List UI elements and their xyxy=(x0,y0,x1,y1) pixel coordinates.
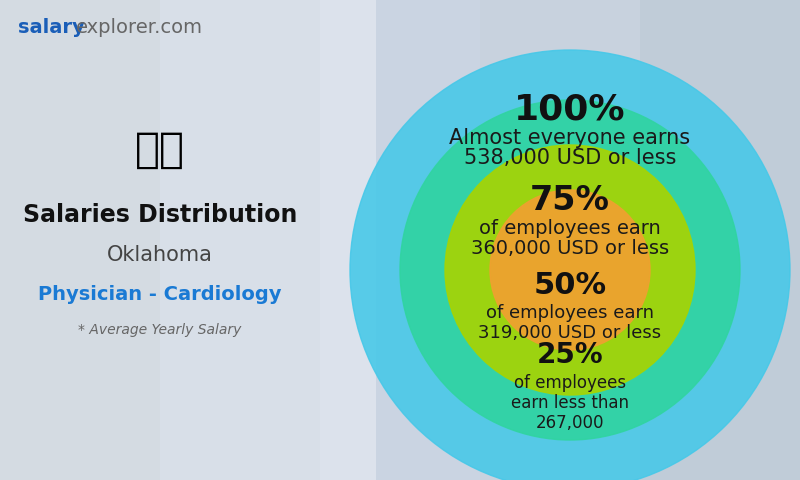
Text: explorer.com: explorer.com xyxy=(76,18,203,37)
Text: of employees: of employees xyxy=(514,374,626,392)
Bar xyxy=(640,0,800,480)
Text: of employees earn: of employees earn xyxy=(486,304,654,322)
Bar xyxy=(0,0,376,480)
Text: Oklahoma: Oklahoma xyxy=(107,245,213,265)
Text: 100%: 100% xyxy=(514,93,626,127)
Text: of employees earn: of employees earn xyxy=(479,218,661,238)
Circle shape xyxy=(445,145,695,395)
Bar xyxy=(0,0,160,480)
Text: 319,000 USD or less: 319,000 USD or less xyxy=(478,324,662,342)
Text: 25%: 25% xyxy=(537,341,603,369)
Bar xyxy=(160,0,320,480)
Circle shape xyxy=(490,190,650,350)
Text: * Average Yearly Salary: * Average Yearly Salary xyxy=(78,323,242,337)
Text: 🇺🇸: 🇺🇸 xyxy=(135,129,185,171)
Text: Salaries Distribution: Salaries Distribution xyxy=(23,203,297,227)
Text: Almost everyone earns: Almost everyone earns xyxy=(450,128,690,148)
Text: salary: salary xyxy=(18,18,85,37)
Text: 50%: 50% xyxy=(534,271,606,300)
Text: 360,000 USD or less: 360,000 USD or less xyxy=(471,239,669,257)
Circle shape xyxy=(350,50,790,480)
Text: 267,000: 267,000 xyxy=(536,414,604,432)
Bar xyxy=(480,0,640,480)
Text: earn less than: earn less than xyxy=(511,394,629,412)
Circle shape xyxy=(400,100,740,440)
Text: 538,000 USD or less: 538,000 USD or less xyxy=(464,148,676,168)
Text: 75%: 75% xyxy=(530,183,610,216)
Bar xyxy=(320,0,480,480)
Text: Physician - Cardiology: Physician - Cardiology xyxy=(38,286,282,304)
